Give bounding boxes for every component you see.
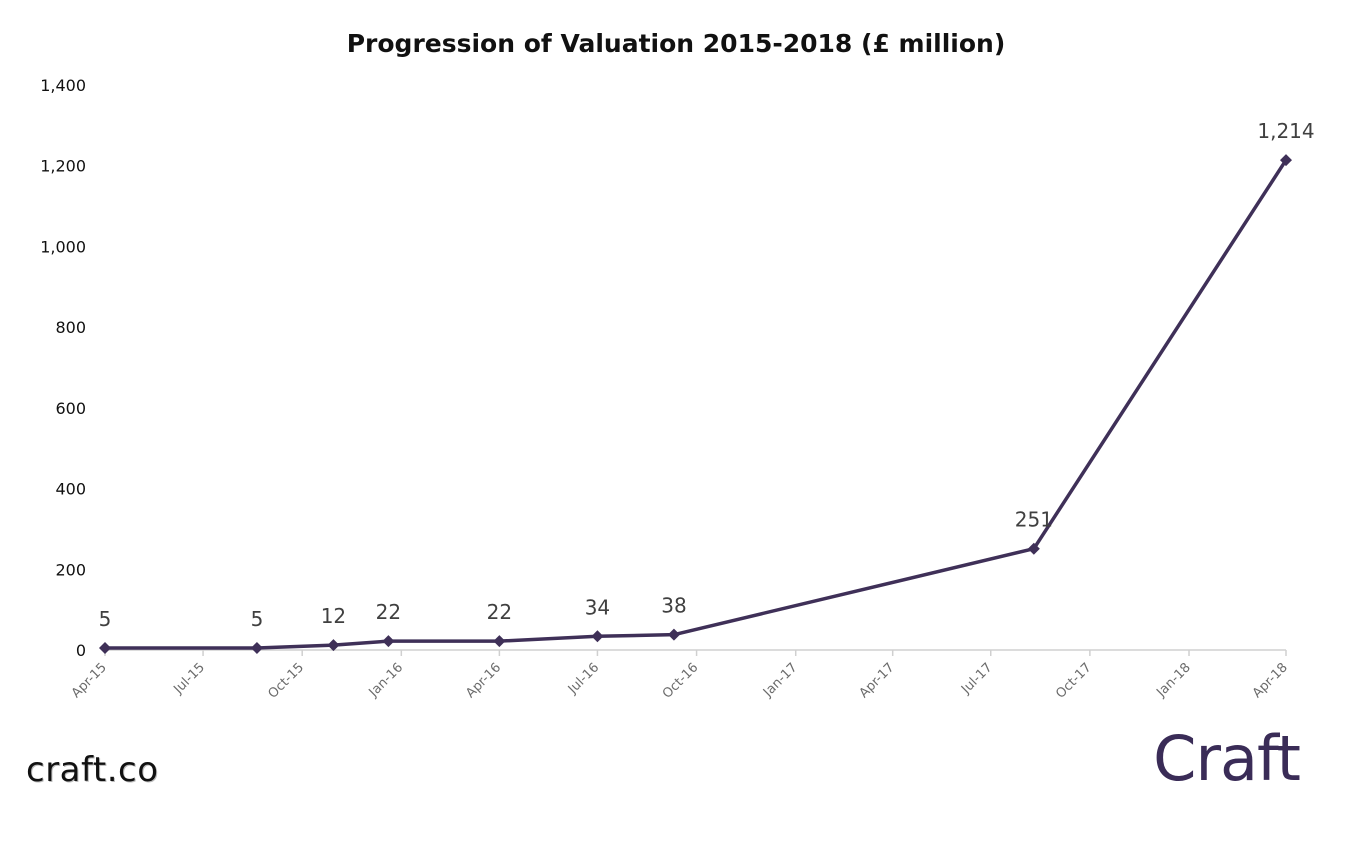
x-tick-label: Apr-17 bbox=[857, 660, 898, 701]
y-tick-label: 0 bbox=[76, 641, 86, 660]
x-tick-label: Oct-17 bbox=[1053, 660, 1095, 702]
y-tick-label: 800 bbox=[55, 318, 86, 337]
craft-logo: Craft bbox=[1153, 722, 1301, 795]
x-tick-label: Jul-15 bbox=[170, 660, 207, 697]
data-label: 5 bbox=[251, 607, 264, 631]
data-label: 1,214 bbox=[1257, 119, 1314, 143]
series-line bbox=[105, 159, 1288, 650]
x-tick-label: Apr-18 bbox=[1250, 660, 1291, 701]
data-point bbox=[382, 635, 395, 648]
y-tick-label: 400 bbox=[55, 480, 86, 499]
data-point bbox=[327, 639, 340, 652]
y-tick-label: 1,200 bbox=[40, 157, 86, 176]
data-point bbox=[1280, 154, 1292, 167]
y-tick-label: 1,400 bbox=[40, 76, 86, 95]
x-tick-label: Jan-17 bbox=[760, 660, 801, 701]
data-label: 22 bbox=[376, 600, 401, 624]
y-tick-label: 200 bbox=[55, 560, 86, 579]
data-label: 5 bbox=[99, 607, 112, 631]
y-tick-label: 600 bbox=[55, 399, 86, 418]
x-tick-label: Jul-17 bbox=[958, 660, 995, 697]
chart-title: Progression of Valuation 2015-2018 (£ mi… bbox=[347, 29, 1006, 58]
x-tick-label: Jul-16 bbox=[565, 660, 602, 697]
data-label: 12 bbox=[321, 604, 346, 628]
data-point bbox=[1027, 542, 1040, 555]
data-label: 34 bbox=[585, 595, 610, 619]
data-point bbox=[667, 628, 680, 641]
source-text: craft.co bbox=[26, 750, 159, 790]
data-point bbox=[250, 641, 263, 654]
y-axis: 0 200 400 600 800 1,000 1,200 1,400 bbox=[40, 76, 86, 660]
x-tick-label: Apr-15 bbox=[69, 660, 110, 701]
data-label: 22 bbox=[487, 600, 512, 624]
x-tick-label: Apr-16 bbox=[463, 660, 504, 701]
x-tick-label: Jan-18 bbox=[1153, 660, 1194, 701]
x-tick-label: Oct-16 bbox=[660, 660, 702, 702]
x-tick-label: Oct-15 bbox=[266, 660, 308, 702]
data-point bbox=[493, 635, 506, 648]
x-axis: Apr-15 Jul-15 Oct-15 Jan-16 Apr-16 Jul-16 Oct-… bbox=[69, 649, 1291, 702]
data-label: 251 bbox=[1015, 508, 1053, 532]
data-point bbox=[591, 630, 604, 643]
data-label: 38 bbox=[661, 594, 686, 618]
y-tick-label: 1,000 bbox=[40, 237, 86, 256]
x-tick-label: Jan-16 bbox=[366, 660, 407, 701]
data-point bbox=[99, 641, 111, 654]
series-valuation: 5 5 12 22 22 34 38 251 1,214 bbox=[99, 119, 1315, 654]
